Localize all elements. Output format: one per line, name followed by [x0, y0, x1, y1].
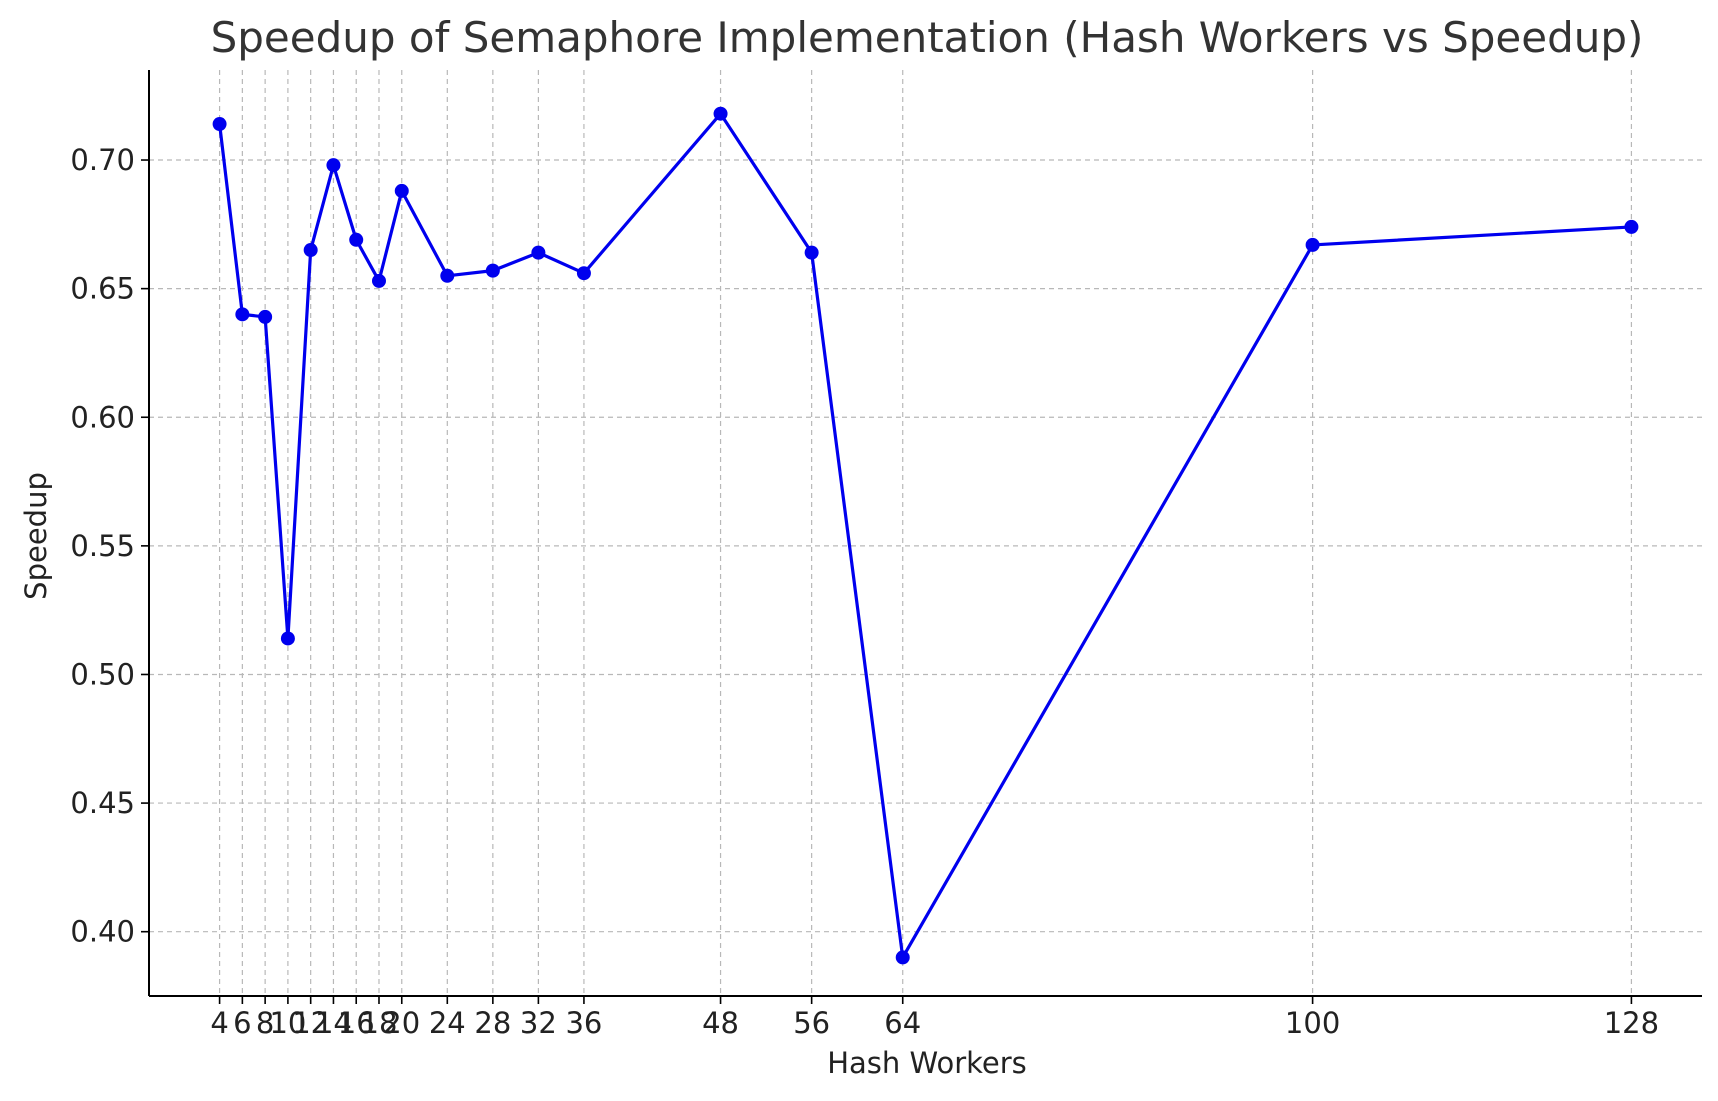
x-tick-label: 20 [383, 1006, 420, 1040]
x-tick-label: 16 [338, 1006, 375, 1040]
x-tick-label: 18 [361, 1006, 398, 1040]
x-tick-label: 14 [315, 1006, 352, 1040]
x-tick-label: 128 [1604, 1006, 1659, 1040]
y-axis-label: Speedup [19, 472, 53, 600]
speedup-series-points [212, 106, 1639, 965]
data-point [371, 273, 386, 288]
y-tick-label: 0.70 [70, 143, 135, 177]
data-point [1624, 219, 1639, 234]
y-tick-label: 0.60 [70, 400, 135, 434]
x-tick-label: 28 [474, 1006, 511, 1040]
chart-title: Speedup of Semaphore Implementation (Has… [211, 13, 1644, 62]
data-point [235, 307, 250, 322]
data-point [576, 266, 591, 281]
x-tick-label: 56 [793, 1006, 830, 1040]
x-tick-label: 4 [210, 1006, 228, 1040]
data-point [349, 232, 364, 247]
data-point [394, 183, 409, 198]
x-tick-label: 36 [565, 1006, 602, 1040]
speedup-series-line [218, 112, 1632, 960]
x-tick-label: 48 [702, 1006, 739, 1040]
x-tick-label: 24 [429, 1006, 466, 1040]
y-tick-label: 0.45 [70, 786, 135, 820]
data-point [280, 631, 295, 646]
x-tick-label: 64 [884, 1006, 921, 1040]
x-tick-label: 32 [520, 1006, 557, 1040]
x-tick-label: 100 [1285, 1006, 1340, 1040]
y-axis-ticks: 0.40 0.45 0.50 0.55 0.60 0.65 0.70 [70, 143, 149, 949]
y-tick-label: 0.40 [70, 915, 135, 949]
grid [149, 70, 1702, 996]
x-tick-label: 6 [233, 1006, 251, 1040]
data-point [1305, 237, 1320, 252]
data-point [440, 268, 455, 283]
y-tick-label: 0.50 [70, 657, 135, 691]
y-tick-label: 0.55 [70, 529, 135, 563]
data-point [212, 117, 227, 132]
x-tick-label: 12 [292, 1006, 329, 1040]
data-point [258, 309, 273, 324]
data-point [713, 106, 728, 121]
data-point [303, 243, 318, 258]
data-point [804, 245, 819, 260]
x-tick-label: 8 [256, 1006, 274, 1040]
data-point [895, 950, 910, 965]
x-axis-label: Hash Workers [827, 1046, 1027, 1080]
y-tick-label: 0.65 [70, 272, 135, 306]
data-point [531, 245, 546, 260]
data-point [485, 263, 500, 278]
x-tick-label: 10 [269, 1006, 306, 1040]
data-point [326, 158, 341, 173]
